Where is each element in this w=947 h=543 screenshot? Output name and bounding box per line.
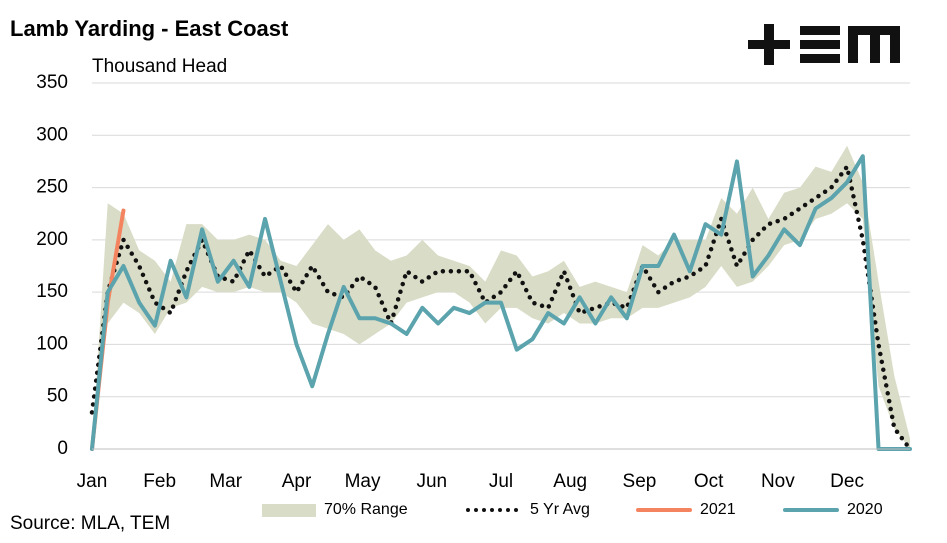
series-line bbox=[89, 164, 913, 452]
x-tick-label: Mar bbox=[209, 471, 242, 492]
chart-subtitle: Thousand Head bbox=[92, 56, 227, 77]
x-tick-label: Oct bbox=[694, 471, 724, 492]
x-tick-label: Dec bbox=[830, 471, 864, 492]
y-tick-label: 200 bbox=[36, 229, 68, 250]
x-tick-label: Apr bbox=[282, 471, 312, 492]
legend-label: 2020 bbox=[847, 501, 883, 518]
x-tick-label: May bbox=[345, 471, 381, 492]
x-tick-label: Jun bbox=[416, 471, 447, 492]
x-tick-label: Jul bbox=[489, 471, 513, 492]
x-tick-label: Aug bbox=[553, 471, 587, 492]
x-tick-label: Nov bbox=[761, 471, 795, 492]
y-tick-label: 300 bbox=[36, 124, 68, 145]
legend-label: 70% Range bbox=[324, 501, 408, 518]
y-tick-label: 50 bbox=[47, 386, 68, 407]
series-line bbox=[90, 154, 912, 451]
source-note: Source: MLA, TEM bbox=[10, 513, 170, 534]
y-tick-label: 0 bbox=[57, 438, 68, 459]
y-tick-label: 350 bbox=[36, 72, 68, 93]
logo bbox=[748, 24, 900, 65]
chart-title: Lamb Yarding - East Coast bbox=[10, 16, 289, 41]
legend-label: 2021 bbox=[700, 501, 736, 518]
x-tick-label: Jan bbox=[77, 471, 108, 492]
legend-label: 5 Yr Avg bbox=[530, 501, 590, 518]
y-tick-label: 250 bbox=[36, 177, 68, 198]
legend-swatch bbox=[262, 504, 316, 517]
x-tick-label: Sep bbox=[623, 471, 657, 492]
y-tick-label: 150 bbox=[36, 281, 68, 302]
range-band bbox=[92, 145, 910, 449]
x-tick-label: Feb bbox=[143, 471, 176, 492]
y-tick-label: 100 bbox=[36, 333, 68, 354]
